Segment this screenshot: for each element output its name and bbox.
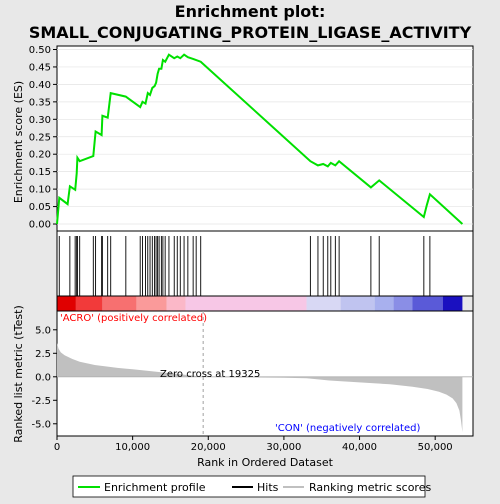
color-band: [442, 296, 463, 311]
x-tick-label: 40,000: [342, 442, 377, 453]
color-band: [393, 296, 413, 311]
legend: Enrichment profile Hits Ranking metric s…: [72, 475, 431, 498]
color-band: [136, 296, 167, 311]
x-tick-label: 10,000: [115, 442, 150, 453]
color-band: [75, 296, 103, 311]
chart-title: Enrichment plot:: [175, 2, 326, 21]
es-y-tick-label: 0.50: [29, 45, 51, 56]
ranking-color-bar: [56, 295, 474, 312]
color-band: [166, 296, 186, 311]
legend-entry-hits: Hits: [257, 481, 279, 494]
zero-cross-label: Zero cross at 19325: [160, 369, 260, 380]
metric-y-tick-label: 5.0: [35, 325, 51, 336]
color-band: [374, 296, 394, 311]
metric-y-ticks: -5.0 -2.5 0.0 2.5 5.0: [31, 325, 57, 430]
color-band: [306, 296, 341, 311]
color-band: [102, 296, 137, 311]
es-gridlines: [57, 49, 473, 225]
es-y-axis-label: Enrichment score (ES): [12, 81, 25, 203]
negative-correlation-label: 'CON' (negatively correlated): [275, 423, 420, 434]
es-y-tick-label: 0.25: [29, 132, 51, 143]
color-band: [185, 296, 307, 311]
chart-title-line-2: SMALL_CONJUGATING_PROTEIN_LIGASE_ACTIVIT…: [29, 23, 472, 42]
es-y-tick-label: 0.35: [29, 97, 51, 108]
legend-entry-metric: Ranking metric scores: [309, 481, 431, 494]
positive-correlation-label: 'ACRO' (positively correlated): [60, 313, 207, 324]
metric-y-tick-label: -5.0: [31, 419, 51, 430]
hits-panel: [56, 230, 474, 297]
es-y-tick-label: 0.05: [29, 202, 51, 213]
x-tick-label: 50,000: [418, 442, 453, 453]
es-y-ticks: 0.00 0.05 0.10 0.15 0.20 0.25 0.30 0.35 0.40 0.45…: [29, 45, 57, 231]
enrichment-profile-line: [56, 53, 464, 225]
x-tick-label: 30,000: [266, 442, 301, 453]
es-y-tick-label: 0.45: [29, 62, 51, 73]
color-band: [340, 296, 375, 311]
color-band: [57, 296, 76, 311]
metric-y-tick-label: -2.5: [31, 396, 51, 407]
es-y-tick-label: 0.40: [29, 80, 51, 91]
es-y-tick-label: 0.30: [29, 115, 51, 126]
es-y-tick-label: 0.00: [29, 220, 51, 231]
legend-entry-profile: Enrichment profile: [104, 481, 206, 494]
x-axis-ticks: 0 10,000 20,000 30,000 40,000 50,000: [54, 436, 453, 453]
es-y-tick-label: 0.10: [29, 185, 51, 196]
color-band: [412, 296, 443, 311]
metric-y-tick-label: 2.5: [35, 349, 51, 360]
es-y-tick-label: 0.20: [29, 150, 51, 161]
es-panel: [56, 45, 474, 232]
metric-y-tick-label: 0.0: [35, 372, 51, 383]
x-tick-label: 0: [54, 442, 60, 453]
hit-markers: [58, 236, 431, 296]
x-tick-label: 20,000: [191, 442, 226, 453]
metric-y-axis-label: Ranked list metric (tTest): [12, 305, 25, 442]
x-axis-label: Rank in Ordered Dataset: [197, 456, 334, 469]
es-y-tick-label: 0.15: [29, 167, 51, 178]
